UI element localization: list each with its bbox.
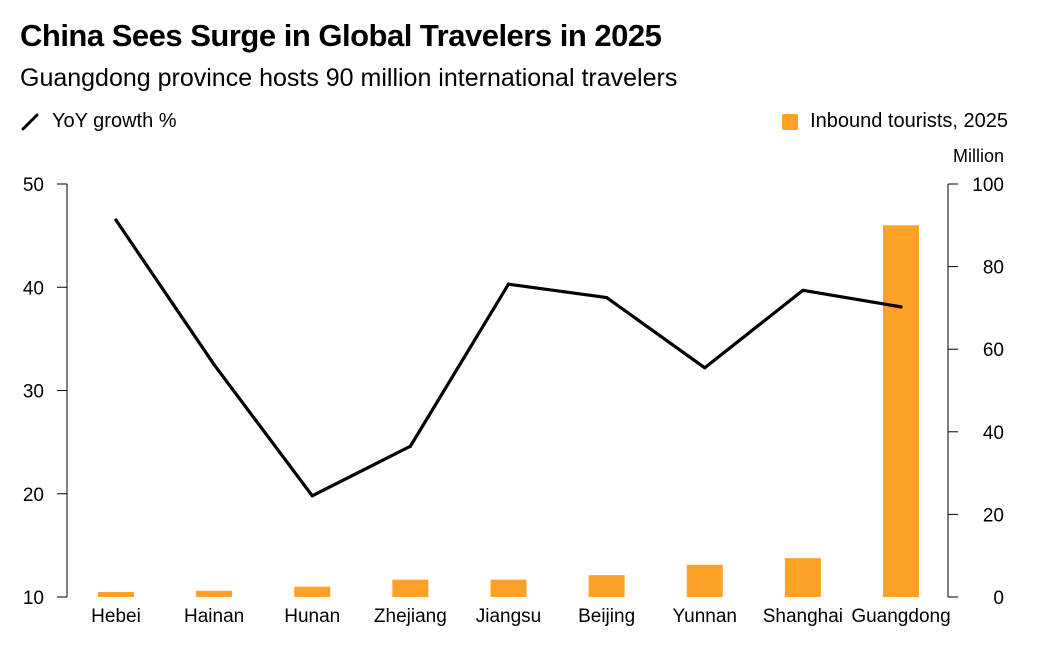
bar-hebei [98, 592, 134, 597]
line-point-hebei [114, 218, 118, 222]
bar-beijing [588, 575, 625, 597]
x-axis-label-guangdong: Guangdong [851, 606, 950, 627]
right-axis-tick-label: 0 [993, 588, 1004, 609]
chart-subtitle: Guangdong province hosts 90 million inte… [20, 64, 678, 92]
x-axis-label-beijing: Beijing [578, 606, 635, 627]
right-axis-tick-label: 40 [983, 423, 1004, 444]
x-axis-label-shanghai: Shanghai [763, 606, 843, 627]
bar-legend-swatch [782, 113, 799, 130]
line-legend-icon [21, 113, 39, 130]
right-axis-tick-label: 80 [983, 258, 1004, 279]
bar-guangdong [883, 225, 919, 598]
x-axis-label-hebei: Hebei [91, 606, 141, 627]
bar-zhejiang [392, 579, 429, 597]
right-axis-unit-label: Million [952, 146, 1004, 166]
line-yoy-growth [114, 218, 903, 498]
left-axis-tick-label: 20 [23, 485, 44, 506]
x-axis-label-zhejiang: Zhejiang [374, 606, 447, 627]
line-point-jiangsu [506, 282, 511, 286]
bar-shanghai [784, 558, 821, 597]
bar-yunnan [686, 564, 723, 597]
legend-line-label: YoY growth % [52, 110, 177, 132]
left-axis-tick-label: 30 [23, 382, 44, 403]
chart-title: China Sees Surge in Global Travelers in … [20, 18, 662, 53]
left-axis-tick-label: 40 [23, 278, 44, 299]
bar-hainan [196, 590, 233, 597]
bar-hunan [294, 586, 331, 597]
legend-line-series: YoY growth % [20, 110, 177, 133]
legend-bar-series: Inbound tourists, 2025 [782, 110, 1008, 133]
x-axis-label-hunan: Hunan [284, 606, 340, 627]
left-axis-tick-label: 50 [23, 175, 44, 196]
line-point-shanghai [801, 288, 805, 292]
line-point-yunnan [703, 366, 707, 370]
x-axis-label-yunnan: Yunnan [673, 606, 737, 627]
line-point-hunan [310, 494, 314, 498]
right-axis-tick-label: 60 [983, 340, 1004, 361]
line-point-beijing [605, 295, 609, 300]
left-axis-tick-label: 10 [23, 588, 44, 609]
line-point-zhejiang [408, 444, 412, 448]
right-axis-tick-label: 100 [972, 175, 1004, 196]
legend-bar-label: Inbound tourists, 2025 [810, 110, 1008, 132]
bar-jiangsu [490, 579, 527, 597]
line-point-hainan [212, 363, 216, 367]
line-point-guangdong [899, 305, 903, 309]
x-axis-label-jiangsu: Jiangsu [476, 606, 542, 627]
x-axis-label-hainan: Hainan [184, 606, 244, 627]
right-axis-tick-label: 20 [983, 505, 1004, 526]
